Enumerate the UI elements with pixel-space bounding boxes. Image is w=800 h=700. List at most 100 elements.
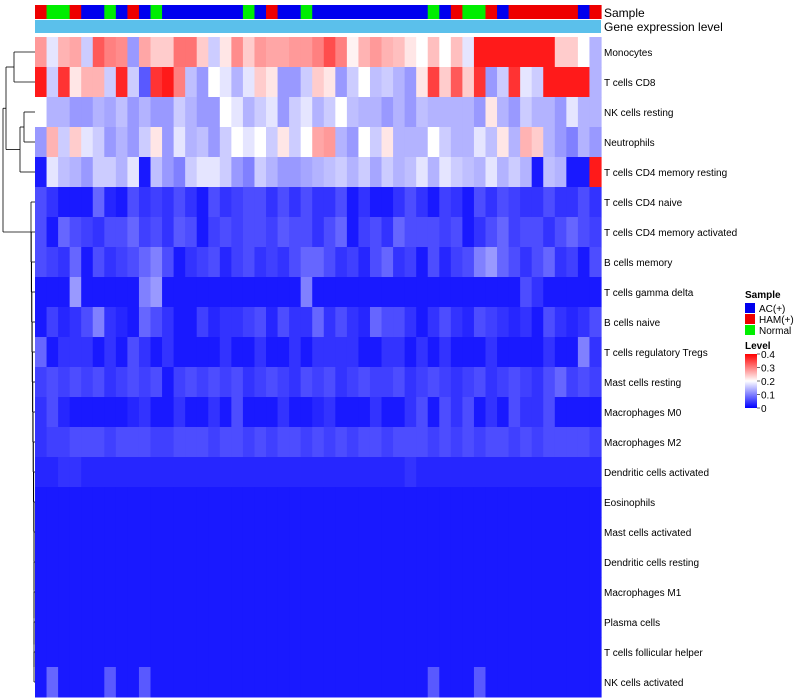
heatmap-cell xyxy=(566,187,579,218)
heatmap-cell xyxy=(485,607,498,638)
heatmap-cell xyxy=(162,187,175,218)
heatmap-cell xyxy=(242,247,256,278)
heatmap-cell xyxy=(277,667,290,698)
heatmap-cell xyxy=(577,547,591,578)
legend-level-ticks: 0.4 0.3 0.2 0.1 0 xyxy=(757,350,775,415)
heatmap-cell xyxy=(497,667,510,698)
heatmap-cell xyxy=(335,67,348,98)
row-dendrogram xyxy=(2,51,35,683)
heatmap-cell xyxy=(266,367,279,398)
heatmap-cell xyxy=(462,367,475,398)
legend: Sample AC(+)HAM(+)Normal Level 0.4 0.3 0.2… xyxy=(745,290,794,415)
sample-annotation-cell xyxy=(289,5,302,19)
heatmap-cell xyxy=(231,667,244,698)
heatmap-cell xyxy=(196,637,209,668)
heatmap-cell xyxy=(266,277,279,308)
heatmap-cell xyxy=(393,97,406,128)
heatmap-cell xyxy=(462,217,475,248)
heatmap-cell xyxy=(219,547,232,578)
heatmap-cell xyxy=(104,397,117,428)
heatmap-cell xyxy=(416,517,429,548)
heatmap-cell xyxy=(289,577,302,608)
heatmap-cell xyxy=(138,367,152,398)
heatmap-cell xyxy=(566,277,579,308)
heatmap-cell xyxy=(369,517,383,548)
heatmap-cell xyxy=(577,607,591,638)
heatmap-cell xyxy=(208,547,221,578)
heatmap-cell xyxy=(497,187,510,218)
heatmap-cell xyxy=(346,487,360,518)
heatmap-cell xyxy=(439,667,452,698)
heatmap-cell xyxy=(289,667,302,698)
heatmap-cell xyxy=(531,217,544,248)
heatmap-cell xyxy=(104,637,117,668)
heatmap-cell xyxy=(58,97,71,128)
heatmap-cell xyxy=(554,97,567,128)
heatmap-cell xyxy=(242,157,256,188)
heatmap-cell xyxy=(439,637,452,668)
heatmap-cell xyxy=(497,517,510,548)
heatmap-cell xyxy=(485,37,498,68)
heatmap-cell xyxy=(104,277,117,308)
heatmap-cell xyxy=(335,127,348,158)
heatmap-cell xyxy=(69,127,82,158)
heatmap-cell xyxy=(543,187,556,218)
heatmap-cell xyxy=(46,97,59,128)
heatmap-cell xyxy=(393,547,406,578)
heatmap-cell xyxy=(219,97,232,128)
heatmap-cell xyxy=(266,37,279,68)
heatmap-cell xyxy=(162,397,175,428)
heatmap-cell xyxy=(312,607,325,638)
heatmap-cell xyxy=(566,97,579,128)
heatmap-cell xyxy=(531,487,544,518)
heatmap-cell xyxy=(289,367,302,398)
sample-annotation-cell xyxy=(231,5,244,19)
heatmap-cell xyxy=(104,427,117,458)
heatmap-cell xyxy=(508,397,521,428)
heatmap-cell xyxy=(150,517,163,548)
heatmap-cell xyxy=(346,277,360,308)
heatmap-cell xyxy=(531,307,544,338)
row-label: Neutrophils xyxy=(604,138,655,149)
heatmap-cell xyxy=(393,37,406,68)
heatmap-cell xyxy=(531,67,544,98)
heatmap-cell xyxy=(589,187,602,218)
heatmap-cell xyxy=(369,277,383,308)
heatmap-cell xyxy=(427,337,440,368)
heatmap-cell xyxy=(185,397,198,428)
heatmap-cell xyxy=(450,127,463,158)
heatmap-cell xyxy=(173,217,186,248)
sample-annotation-cell xyxy=(346,5,360,19)
heatmap-cell xyxy=(242,427,256,458)
legend-tick-label: 0 xyxy=(761,404,767,415)
heatmap-cell xyxy=(358,397,371,428)
heatmap-cell xyxy=(543,37,556,68)
heatmap-cell xyxy=(173,247,186,278)
heatmap-cell xyxy=(577,157,591,188)
heatmap-cell xyxy=(577,97,591,128)
heatmap-cell xyxy=(231,367,244,398)
heatmap-cell xyxy=(231,457,244,488)
heatmap-cell xyxy=(393,307,406,338)
heatmap-cell xyxy=(520,577,533,608)
heatmap-cell xyxy=(531,247,544,278)
heatmap-cell xyxy=(381,337,394,368)
heatmap-cell xyxy=(254,367,267,398)
heatmap-cell xyxy=(35,337,48,368)
row-label: NK cells resting xyxy=(604,108,673,119)
heatmap-cell xyxy=(450,457,463,488)
heatmap-cell xyxy=(346,127,360,158)
heatmap-cell xyxy=(358,547,371,578)
annotation-label-sample: Sample xyxy=(604,6,645,20)
heatmap-cell xyxy=(115,457,129,488)
heatmap-cell xyxy=(554,457,567,488)
sample-annotation-cell xyxy=(589,5,602,19)
heatmap-cell xyxy=(104,217,117,248)
heatmap-cell xyxy=(219,637,232,668)
expression-annotation-bar xyxy=(35,20,601,33)
row-label: T cells follicular helper xyxy=(604,648,703,659)
heatmap-cell xyxy=(58,397,71,428)
heatmap-cell xyxy=(335,577,348,608)
heatmap-cell xyxy=(323,67,336,98)
heatmap-cell xyxy=(577,277,591,308)
